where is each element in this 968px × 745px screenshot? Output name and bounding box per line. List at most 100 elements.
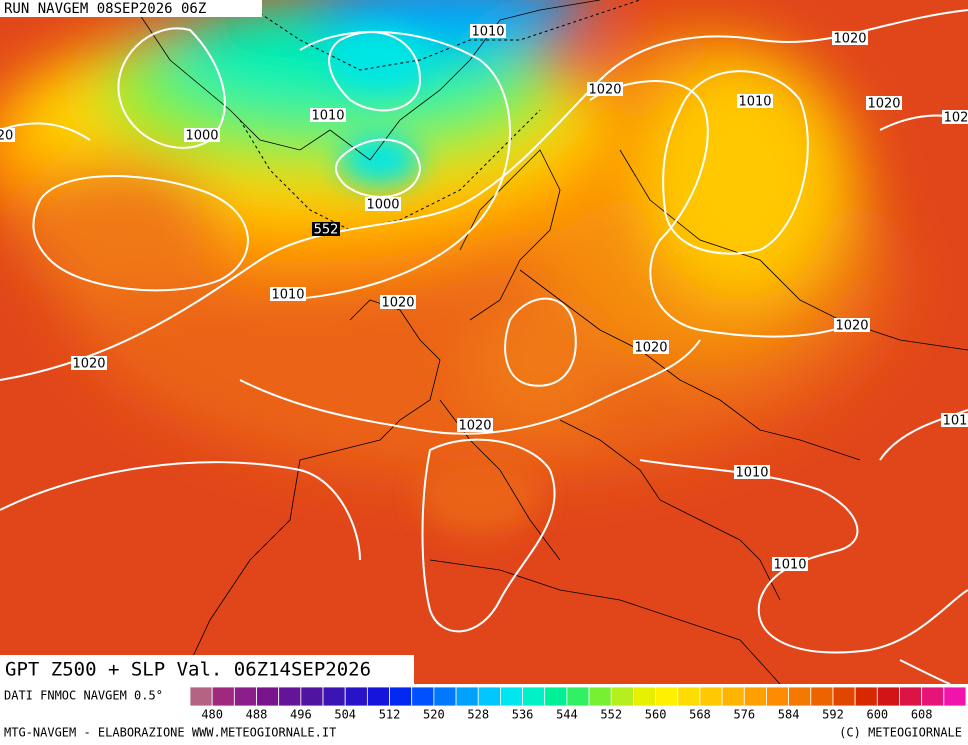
contour-label: 1010 bbox=[311, 109, 344, 124]
contour-label: 1020 bbox=[72, 357, 105, 372]
colorbar-swatch bbox=[256, 686, 280, 707]
colorbar-swatch bbox=[655, 686, 679, 707]
colorbar-swatch bbox=[788, 686, 812, 707]
colorbar-swatch bbox=[633, 686, 657, 707]
colorbar-swatch bbox=[433, 686, 457, 707]
contour-label-box bbox=[457, 418, 493, 432]
contour-label-box bbox=[866, 96, 902, 110]
contour-label: 102 bbox=[944, 111, 968, 126]
colorbar-swatch bbox=[344, 686, 368, 707]
colorbar-tick-label: 552 bbox=[600, 708, 622, 722]
colorbar-swatch bbox=[766, 686, 790, 707]
run-label: RUN NAVGEM 08SEP2026 06Z bbox=[4, 1, 206, 17]
colorbar-swatch bbox=[189, 686, 213, 707]
colorbar-swatch bbox=[278, 686, 302, 707]
colorbar-swatch bbox=[876, 686, 900, 707]
colorbar-swatch bbox=[588, 686, 612, 707]
colorbar-swatch bbox=[699, 686, 723, 707]
contour-label: 1020 bbox=[458, 419, 491, 434]
colorbar-tick-label: 520 bbox=[423, 708, 445, 722]
colorbar-swatch bbox=[322, 686, 346, 707]
contour-label-box bbox=[942, 110, 968, 124]
colorbar-tick-label: 608 bbox=[911, 708, 933, 722]
contour-label-box bbox=[312, 222, 340, 236]
colorbar-tick-label: 544 bbox=[556, 708, 578, 722]
source-label: DATI FNMOC NAVGEM 0.5° bbox=[4, 689, 163, 703]
contour-label: 1000 bbox=[185, 129, 218, 144]
contour-label-box bbox=[310, 108, 346, 122]
colorbar-swatch bbox=[544, 686, 568, 707]
contour-label-box bbox=[380, 295, 416, 309]
contour-label-box bbox=[737, 94, 773, 108]
contour-labels: 1010 1020 1020 1010 1020 102 20 1010 1000 1000 552… bbox=[0, 24, 968, 573]
colorbar-swatch bbox=[389, 686, 413, 707]
contour-label: 1020 bbox=[588, 83, 621, 98]
contour-label: 1010 bbox=[735, 466, 768, 481]
colorbar-tick-label: 496 bbox=[290, 708, 312, 722]
contour-label: 1010 bbox=[773, 558, 806, 573]
colorbar-swatch bbox=[499, 686, 523, 707]
colorbar-tick-label: 528 bbox=[467, 708, 489, 722]
colorbar-swatch bbox=[743, 686, 767, 707]
title-box bbox=[0, 655, 414, 684]
contour-label: 1020 bbox=[867, 97, 900, 112]
colorbar-swatch bbox=[366, 686, 390, 707]
contour-label: 1010 bbox=[738, 95, 771, 110]
colorbar-swatch bbox=[921, 686, 945, 707]
contour-label-box bbox=[834, 318, 870, 332]
copyright-label: (C) METEOGIORNALE bbox=[839, 726, 962, 740]
z500-552-line bbox=[239, 0, 641, 231]
contour-label-box bbox=[270, 287, 306, 301]
contour-label: 1020 bbox=[381, 296, 414, 311]
colorbar-swatch bbox=[677, 686, 701, 707]
coastlines bbox=[129, 0, 968, 684]
colorbar-swatch bbox=[411, 686, 435, 707]
colorbar-tick-label: 488 bbox=[246, 708, 268, 722]
contour-label-box bbox=[365, 197, 401, 211]
contour-label: 1000 bbox=[366, 198, 399, 213]
colorbar-tick-label: 584 bbox=[778, 708, 800, 722]
contour-label-box bbox=[587, 82, 623, 96]
colorbar-tick-label: 536 bbox=[512, 708, 534, 722]
credit-label: MTG-NAVGEM - ELABORAZIONE WWW.METEOGIORN… bbox=[4, 726, 336, 740]
contour-label-box bbox=[184, 128, 220, 142]
contour-label: 20 bbox=[0, 129, 13, 144]
footer-title: GPT Z500 + SLP Val. 06Z14SEP2026 bbox=[5, 659, 371, 681]
contour-label: 1010 bbox=[271, 288, 304, 303]
contour-label-box bbox=[832, 31, 868, 45]
contour-label: 1020 bbox=[833, 32, 866, 47]
contour-label: 1020 bbox=[634, 341, 667, 356]
colorbar-swatch bbox=[854, 686, 878, 707]
colorbar-tick-label: 568 bbox=[689, 708, 711, 722]
colorbar-swatch bbox=[610, 686, 634, 707]
contour-label-box bbox=[633, 340, 669, 354]
colorbar-swatch bbox=[810, 686, 834, 707]
colorbar-swatch bbox=[233, 686, 257, 707]
colorbar-tick-label: 592 bbox=[822, 708, 844, 722]
colorbar-tick-label: 512 bbox=[379, 708, 401, 722]
colorbar: 480 488 496 504 512 520 528 536 544 552 560 568 576 5… bbox=[189, 686, 967, 722]
colorbar-swatch bbox=[211, 686, 235, 707]
contour-label: 552 bbox=[314, 223, 339, 238]
colorbar-swatch bbox=[566, 686, 590, 707]
contour-label: 1010 bbox=[471, 25, 504, 40]
contour-label-box bbox=[0, 128, 15, 142]
colorbar-swatch bbox=[455, 686, 479, 707]
colorbar-swatch bbox=[477, 686, 501, 707]
colorbar-tick-label: 576 bbox=[733, 708, 755, 722]
header-box bbox=[0, 0, 262, 17]
colorbar-tick-label: 600 bbox=[866, 708, 888, 722]
colorbar-tick-label: 560 bbox=[645, 708, 667, 722]
colorbar-swatch bbox=[943, 686, 967, 707]
colorbar-tick-label: 480 bbox=[201, 708, 223, 722]
field bbox=[0, 0, 968, 684]
contour-label-box bbox=[941, 413, 968, 427]
contour-label: 101 bbox=[943, 414, 968, 429]
contour-label-box bbox=[772, 557, 808, 571]
colorbar-swatch bbox=[721, 686, 745, 707]
colorbar-swatch bbox=[522, 686, 546, 707]
colorbar-swatch bbox=[832, 686, 856, 707]
contour-label-box bbox=[470, 24, 506, 38]
colorbar-swatch bbox=[899, 686, 923, 707]
